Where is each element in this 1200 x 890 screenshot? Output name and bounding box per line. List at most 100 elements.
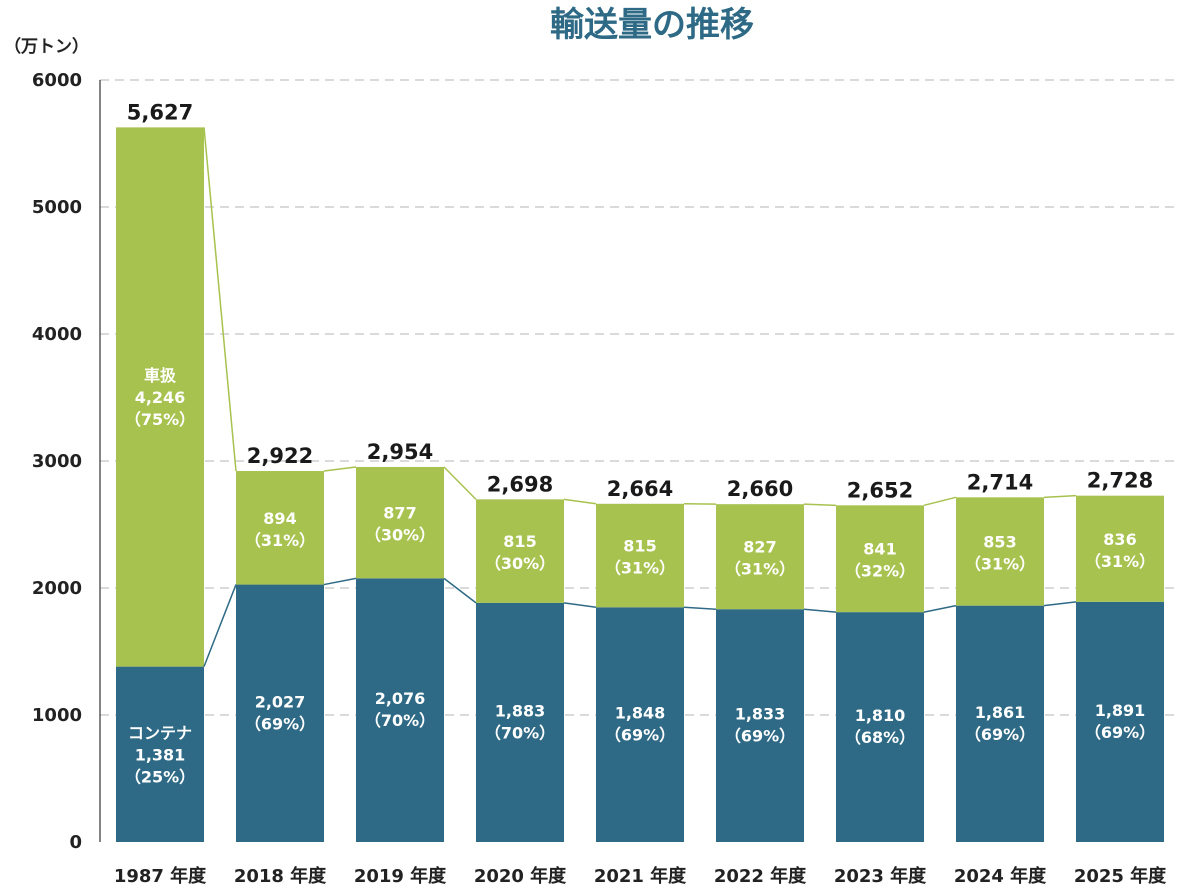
connector-line-total: [203, 127, 237, 472]
y-tick-labels: 0 1000 2000 3000 4000 5000 6000: [32, 70, 82, 853]
sharatsu-share-label: （31%）: [1085, 552, 1155, 571]
sharatsu-value-label: 4,246: [135, 388, 186, 407]
total-label: 2,728: [1087, 469, 1153, 493]
container-value-label: 1,861: [975, 703, 1026, 722]
container-value-label: 2,027: [255, 692, 306, 711]
container-share-label: （69%）: [965, 725, 1035, 744]
chart-title: 輸送量の推移: [550, 5, 754, 45]
y-tick-label: 3000: [32, 451, 82, 472]
sharatsu-share-label: （31%）: [965, 554, 1035, 573]
y-unit-label: （万トン）: [4, 36, 89, 57]
bar-segment-sharatsu: [236, 471, 324, 585]
bar-segment-sharatsu: [956, 497, 1044, 606]
connector-line-container: [1043, 601, 1077, 607]
sharatsu-value-label: 877: [383, 504, 416, 523]
total-label: 2,698: [487, 472, 553, 496]
container-share-label: （69%）: [1085, 723, 1155, 742]
sharatsu-value-label: 827: [743, 538, 776, 557]
total-label: 5,627: [127, 100, 193, 124]
x-tick-label: 2020 年度: [474, 865, 567, 887]
total-label: 2,714: [967, 470, 1033, 494]
sharatsu-share-label: （32%）: [845, 562, 915, 581]
container-value-label: 1,810: [855, 706, 906, 725]
bar-segment-container: [716, 609, 804, 842]
connector-line-total: [1043, 494, 1077, 499]
connector-line-container: [923, 604, 957, 613]
y-tick-label: 6000: [32, 70, 82, 91]
connector-line-container: [803, 608, 837, 613]
connector-line-container: [323, 577, 357, 586]
y-tick-label: 4000: [32, 324, 82, 345]
container-share-label: （69%）: [245, 714, 315, 733]
container-value-label: 1,381: [135, 745, 186, 764]
y-tick-label: 2000: [32, 578, 82, 599]
y-tick-label: 0: [69, 832, 82, 853]
connector-line-container: [683, 606, 717, 610]
connector-lines: [203, 127, 1077, 667]
total-label: 2,922: [247, 444, 313, 468]
bar-segment-container: [596, 607, 684, 842]
bar-segment-container: [836, 612, 924, 842]
x-tick-label: 2022 年度: [714, 865, 807, 887]
bar-segment-container: [476, 602, 564, 842]
bars: [116, 127, 1164, 842]
connector-line-total: [323, 466, 357, 472]
bar-segment-sharatsu: [1076, 495, 1164, 602]
total-label: 2,954: [367, 440, 433, 464]
bar-segment-sharatsu: [356, 466, 444, 579]
y-tick-label: 5000: [32, 197, 82, 218]
sharatsu-share-label: （31%）: [725, 560, 795, 579]
container-value-label: 2,076: [375, 689, 426, 708]
x-tick-label: 2024 年度: [954, 865, 1047, 887]
sharatsu-share-label: （30%）: [365, 526, 435, 545]
connector-line-container: [443, 577, 477, 604]
x-tick-label: 1987 年度: [114, 865, 207, 887]
sharatsu-value-label: 853: [983, 532, 1016, 551]
sharatsu-share-label: （75%）: [125, 410, 195, 429]
container-value-label: 1,891: [1095, 701, 1146, 720]
bar-segment-container: [1076, 601, 1164, 842]
sharatsu-value-label: 815: [503, 532, 536, 551]
sharatsu-share-label: （31%）: [605, 559, 675, 578]
connector-line-container: [203, 584, 237, 667]
bar-segment-container: [236, 584, 324, 842]
sharatsu-share-label: （30%）: [485, 554, 555, 573]
x-tick-label: 2023 年度: [834, 865, 927, 887]
connector-line-total: [923, 496, 957, 507]
connector-line-total: [563, 498, 597, 505]
container-share-label: （69%）: [605, 726, 675, 745]
container-value-label: 1,883: [495, 701, 546, 720]
series-name-sharatsu: 車扱: [144, 366, 177, 385]
x-tick-label: 2018 年度: [234, 865, 327, 887]
bar-segment-container: [956, 605, 1044, 842]
y-tick-label: 1000: [32, 705, 82, 726]
total-label: 2,652: [847, 478, 913, 502]
bar-segment-sharatsu: [116, 127, 204, 667]
sharatsu-value-label: 894: [263, 509, 296, 528]
container-share-label: （25%）: [125, 767, 195, 786]
x-tick-label: 2021 年度: [594, 865, 687, 887]
connector-line-total: [803, 503, 837, 507]
sharatsu-value-label: 815: [623, 537, 656, 556]
bar-segment-sharatsu: [716, 504, 804, 610]
x-tick-label: 2025 年度: [1074, 865, 1167, 887]
container-share-label: （68%）: [845, 728, 915, 747]
total-label: 2,664: [607, 477, 673, 501]
bar-segment-sharatsu: [476, 499, 564, 603]
sharatsu-value-label: 836: [1103, 530, 1136, 549]
series-name-container: コンテナ: [128, 723, 192, 742]
bar-segment-sharatsu: [836, 505, 924, 613]
container-share-label: （70%）: [485, 723, 555, 742]
total-label: 2,660: [727, 477, 793, 501]
sharatsu-share-label: （31%）: [245, 531, 315, 550]
data-labels: 5,627 コンテナ 1,381 （25%） 車扱 4,246 （75%） 2,922 2,02…: [125, 100, 1155, 786]
x-tick-label: 2019 年度: [354, 865, 447, 887]
bar-segment-container: [116, 666, 204, 842]
sharatsu-value-label: 841: [863, 540, 896, 559]
container-value-label: 1,848: [615, 704, 666, 723]
bar-segment-container: [356, 578, 444, 842]
container-share-label: （70%）: [365, 711, 435, 730]
container-value-label: 1,833: [735, 705, 786, 724]
